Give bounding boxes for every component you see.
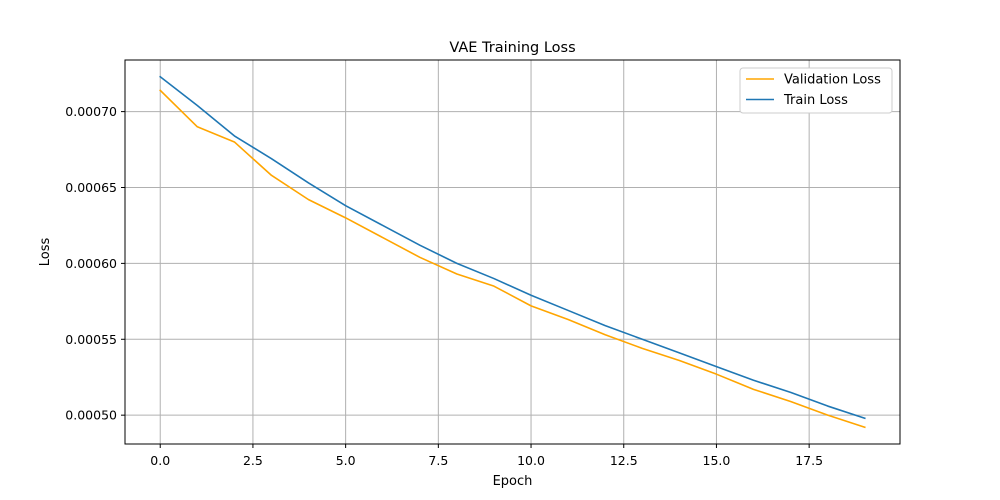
x-tick-label: 5.0 <box>336 453 356 468</box>
plot-frame <box>124 59 901 445</box>
y-tick-label: 0.00070 <box>65 104 117 119</box>
x-axis-label: Epoch <box>493 474 533 489</box>
series-line-0 <box>159 89 866 429</box>
x-axis-ticks: 0.0 2.5 5.0 7.5 10.0 12.5 15.0 17.5 <box>150 444 823 468</box>
y-tick-label: 0.00050 <box>65 408 117 423</box>
x-tick-label: 12.5 <box>610 453 638 468</box>
y-axis-ticks: 0.00050 0.00055 0.00060 0.00065 0.00070 <box>65 104 125 423</box>
y-tick-label: 0.00060 <box>65 256 117 271</box>
legend-box <box>739 67 893 114</box>
x-tick-label: 0.0 <box>150 453 170 468</box>
x-tick-label: 15.0 <box>703 453 731 468</box>
x-tick-label: 10.0 <box>517 453 545 468</box>
series-layer <box>159 75 866 429</box>
y-axis-label: Loss <box>38 238 53 267</box>
x-tick-label: 17.5 <box>795 453 823 468</box>
legend-entry-label: Validation Loss <box>784 73 881 88</box>
x-tick-label: 7.5 <box>428 453 448 468</box>
chart-title: VAE Training Loss <box>449 40 575 56</box>
grid <box>125 60 900 444</box>
y-tick-label: 0.00065 <box>65 180 117 195</box>
legend-entry-label: Train Loss <box>783 93 848 108</box>
legend: Validation Loss Train Loss <box>739 67 893 114</box>
y-tick-label: 0.00055 <box>65 332 117 347</box>
series-line-1 <box>159 75 866 420</box>
x-tick-label: 2.5 <box>243 453 263 468</box>
